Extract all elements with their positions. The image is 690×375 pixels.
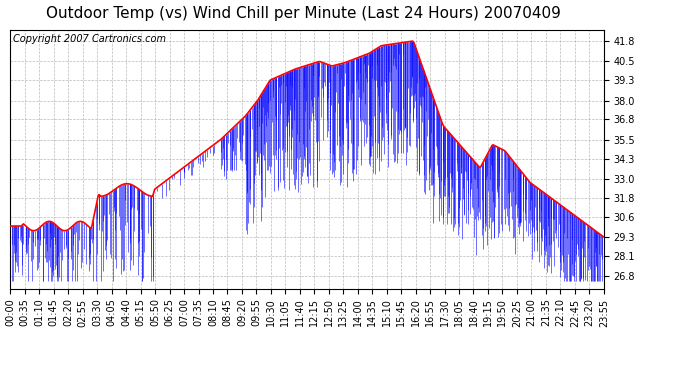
Text: Copyright 2007 Cartronics.com: Copyright 2007 Cartronics.com <box>13 34 166 44</box>
Text: Outdoor Temp (vs) Wind Chill per Minute (Last 24 Hours) 20070409: Outdoor Temp (vs) Wind Chill per Minute … <box>46 6 561 21</box>
